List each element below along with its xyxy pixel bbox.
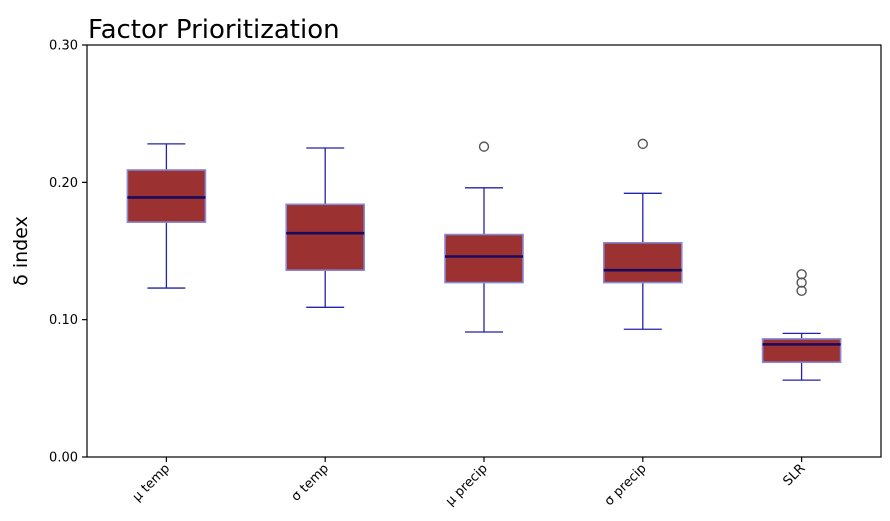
y-tick-label: 0.20: [49, 176, 78, 191]
y-axis-label: δ index: [10, 216, 32, 286]
y-tick-label: 0.00: [49, 451, 78, 466]
chart-title: Factor Prioritization: [88, 15, 340, 45]
box-2-iqr-box: [444, 233, 524, 284]
x-tick-label: μ temp: [130, 461, 173, 504]
x-tick-label: σ temp: [289, 461, 332, 504]
box-4-outlier-point: [796, 269, 807, 280]
box-3-outlier-point: [637, 138, 648, 150]
x-tick-label: SLR: [780, 461, 808, 489]
box-4-outlier-point: [796, 277, 807, 288]
box-3-iqr-box: [602, 241, 683, 284]
box-2-outlier-point: [478, 141, 490, 152]
x-tick-label: σ precip: [602, 461, 650, 509]
box-0-iqr-box: [126, 169, 207, 223]
box-1-iqr-box: [285, 203, 366, 272]
box-4-iqr-box: [761, 338, 842, 364]
y-tick-label: 0.10: [49, 313, 78, 328]
y-tick-label: 0.30: [49, 39, 78, 54]
x-tick-label: μ precip: [443, 461, 491, 509]
plot-area: 0.00 0.10 0.20 0.30 μ temp σ temp μ precip σ pr…: [49, 39, 882, 509]
box-4-outlier-point: [796, 285, 807, 297]
